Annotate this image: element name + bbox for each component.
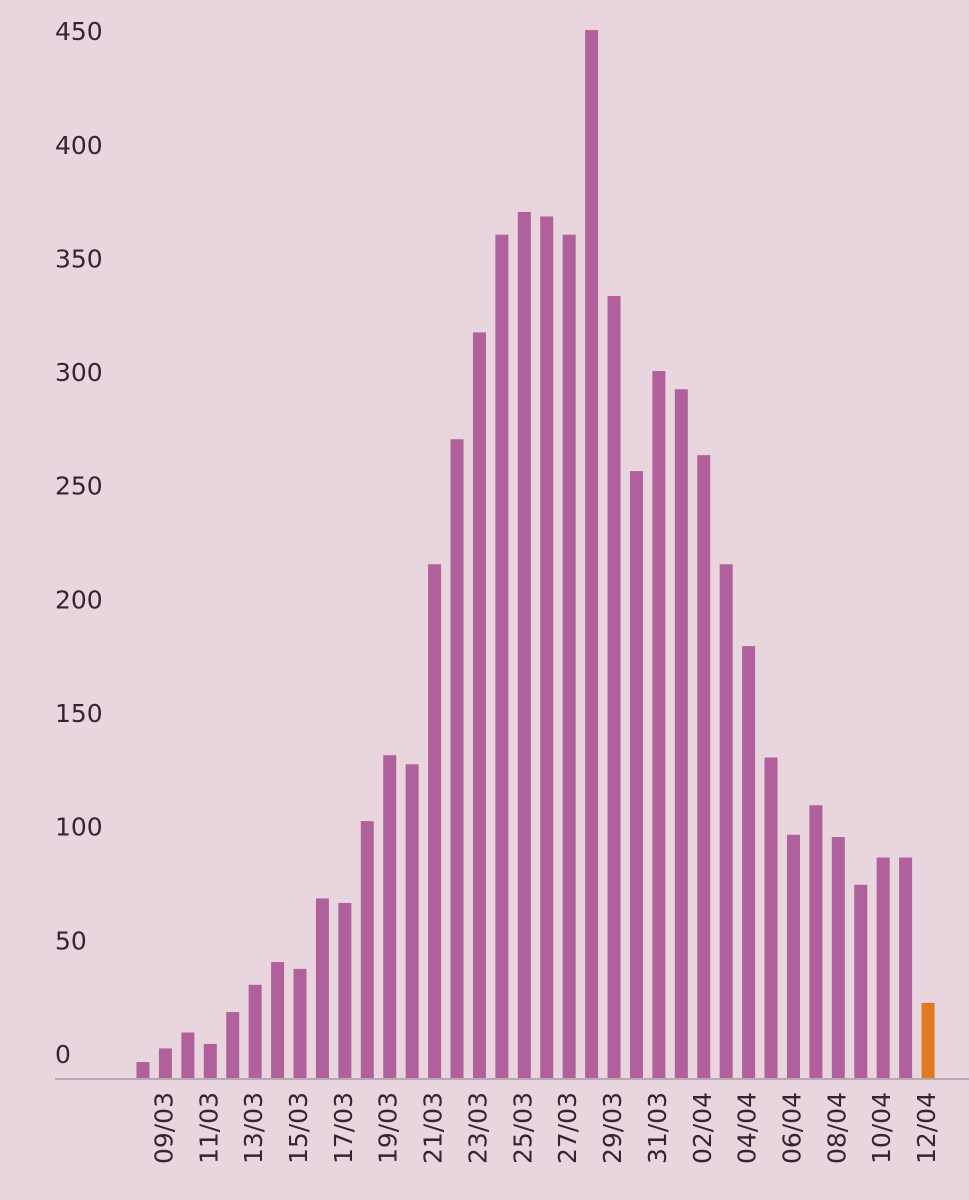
bar — [338, 902, 352, 1078]
x-tick-label: 10/04 — [867, 1092, 896, 1164]
x-tick-label: 29/03 — [598, 1092, 627, 1164]
bar — [271, 962, 285, 1078]
bar — [136, 1062, 150, 1078]
bar — [383, 755, 397, 1078]
bar — [248, 984, 262, 1078]
x-tick-label: 21/03 — [419, 1092, 448, 1164]
x-tick-label: 25/03 — [508, 1092, 537, 1164]
x-tick-label: 02/04 — [688, 1092, 717, 1164]
bar — [652, 371, 666, 1079]
x-tick-label: 04/04 — [733, 1092, 762, 1164]
bar — [607, 296, 621, 1078]
x-tick-label: 12/04 — [912, 1092, 941, 1164]
bar — [450, 439, 464, 1078]
bar — [405, 764, 419, 1078]
bar — [517, 211, 531, 1078]
bar — [629, 471, 643, 1079]
bar — [585, 30, 599, 1078]
y-tick-label: 250 — [55, 472, 103, 501]
bar — [764, 757, 778, 1078]
bar — [921, 1002, 935, 1078]
bar — [203, 1043, 217, 1078]
y-tick-label: 450 — [55, 17, 103, 46]
x-tick-label: 19/03 — [374, 1092, 403, 1164]
y-tick-label: 150 — [55, 699, 103, 728]
bar — [697, 455, 711, 1078]
x-tick-label: 06/04 — [777, 1092, 806, 1164]
y-tick-label: 350 — [55, 244, 103, 273]
bar — [158, 1048, 172, 1078]
x-tick-label: 31/03 — [643, 1092, 672, 1164]
bar — [495, 234, 509, 1079]
y-tick-label: 300 — [55, 358, 103, 387]
x-tick-label: 27/03 — [553, 1092, 582, 1164]
bar — [831, 837, 845, 1078]
y-tick-label: 400 — [55, 131, 103, 160]
bar — [540, 216, 554, 1079]
y-tick-label: 100 — [55, 813, 103, 842]
x-tick-label: 13/03 — [239, 1092, 268, 1164]
bar — [719, 564, 733, 1078]
x-tick-label: 23/03 — [463, 1092, 492, 1164]
bar — [562, 234, 576, 1079]
x-tick-label: 11/03 — [194, 1092, 223, 1164]
bar — [809, 805, 823, 1078]
x-tick-label: 15/03 — [284, 1092, 313, 1164]
bar — [315, 898, 329, 1078]
y-tick-label: 0 — [55, 1040, 71, 1069]
bar — [742, 646, 756, 1078]
x-tick-label: 08/04 — [822, 1092, 851, 1164]
y-tick-label: 50 — [55, 926, 87, 955]
bar — [899, 857, 913, 1078]
bar — [674, 389, 688, 1079]
y-tick-label: 200 — [55, 585, 103, 614]
bar — [786, 834, 800, 1078]
bar — [428, 564, 442, 1078]
bar — [854, 884, 868, 1078]
x-tick-label: 09/03 — [149, 1092, 178, 1164]
bar — [360, 821, 374, 1078]
bar — [181, 1032, 195, 1078]
bar — [472, 332, 486, 1078]
bar — [293, 968, 307, 1078]
bar — [876, 857, 890, 1078]
x-tick-label: 17/03 — [329, 1092, 358, 1164]
bar — [226, 1012, 240, 1078]
